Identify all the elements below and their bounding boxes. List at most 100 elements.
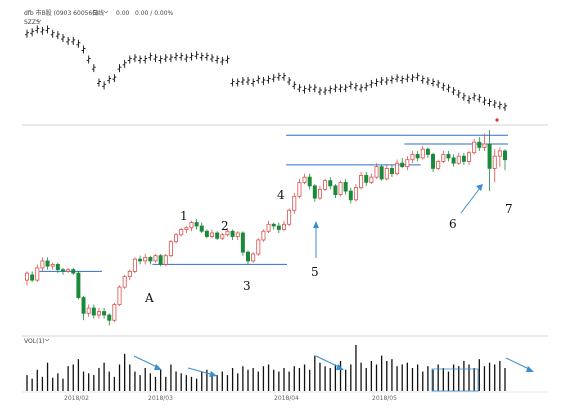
candle xyxy=(225,229,230,237)
index-bar xyxy=(86,55,91,64)
index-bar xyxy=(492,99,497,108)
index-bar xyxy=(102,81,107,90)
candle xyxy=(461,152,466,165)
candle xyxy=(389,164,394,178)
candle xyxy=(132,257,137,274)
candle xyxy=(477,136,482,151)
candle-body xyxy=(302,176,307,183)
index-bar xyxy=(425,77,430,86)
index-bar xyxy=(487,98,492,107)
candle xyxy=(220,232,225,240)
candle-body xyxy=(353,187,358,201)
header-value: 0.00 xyxy=(116,10,130,17)
candle xyxy=(66,267,71,274)
candle xyxy=(153,253,158,263)
candle xyxy=(400,157,405,169)
candle xyxy=(210,229,215,239)
candle-body xyxy=(317,188,322,199)
x-tick-label: 2018/03 xyxy=(148,395,173,402)
candle-body xyxy=(215,232,220,239)
candle-body xyxy=(492,155,497,169)
index-bar xyxy=(230,78,235,87)
candle xyxy=(261,229,266,242)
chart-header: dfb 市B股 (0903 600566) 日线 0.00 0.00 / 0.0… xyxy=(24,9,174,17)
candle xyxy=(307,173,312,190)
candle xyxy=(492,149,497,183)
index-bar xyxy=(107,75,112,84)
candle xyxy=(60,267,65,275)
candle-body xyxy=(25,272,29,281)
index-bar xyxy=(215,55,220,64)
index-bar xyxy=(76,39,81,48)
candle-body xyxy=(220,234,225,239)
candle-body xyxy=(472,141,477,154)
candle xyxy=(312,184,317,202)
index-bar xyxy=(122,59,127,68)
index-bar xyxy=(55,31,60,40)
candle-body xyxy=(307,176,312,187)
candle-body xyxy=(364,174,369,183)
candle-body xyxy=(477,141,482,148)
index-bar xyxy=(127,55,132,64)
index-bar xyxy=(323,87,328,96)
index-bar xyxy=(271,74,276,83)
candle-body xyxy=(271,223,276,227)
chevron-down-icon[interactable] xyxy=(103,10,109,14)
index-bar xyxy=(81,45,86,54)
index-bar xyxy=(497,101,502,110)
index-bar xyxy=(307,84,312,93)
candle-body xyxy=(333,185,338,195)
index-bar xyxy=(210,54,215,63)
candle-body xyxy=(184,227,189,230)
candle-body xyxy=(30,274,35,281)
index-bar xyxy=(343,84,348,93)
candle-body xyxy=(446,154,451,159)
index-bar xyxy=(220,56,225,65)
candle xyxy=(379,164,384,181)
candle xyxy=(127,269,132,281)
candle xyxy=(441,150,446,164)
annotation-2: 2 xyxy=(221,219,229,233)
index-bar xyxy=(117,64,122,73)
candle xyxy=(359,171,364,190)
index-bar xyxy=(338,84,343,93)
candle xyxy=(297,178,302,199)
candle xyxy=(353,184,358,202)
ticker-line: dfb 市B股 (0903 600566) xyxy=(24,9,98,17)
candle xyxy=(446,150,451,162)
candle xyxy=(333,184,338,199)
annotation-6: 6 xyxy=(449,217,457,231)
candle xyxy=(348,187,353,204)
candle xyxy=(251,252,256,263)
candle xyxy=(174,232,179,244)
index-bar xyxy=(148,52,153,61)
index-bar xyxy=(328,85,333,94)
candle-body xyxy=(451,157,456,164)
index-bar xyxy=(389,75,394,84)
candle xyxy=(107,313,112,326)
candle xyxy=(143,253,148,265)
index-bar xyxy=(35,25,40,34)
candle-body xyxy=(71,269,76,274)
candle-body xyxy=(163,255,168,265)
index-bar xyxy=(456,89,461,98)
chevron-down-icon[interactable] xyxy=(44,338,50,342)
index-bar xyxy=(174,52,179,61)
candle xyxy=(179,227,184,237)
candle-body xyxy=(281,223,286,230)
candle xyxy=(246,250,251,265)
candle-body xyxy=(369,176,374,183)
candle-body xyxy=(436,161,441,169)
candle-body xyxy=(168,241,173,257)
candle-body xyxy=(415,154,420,159)
volume-panel: VOL(1) xyxy=(24,338,534,392)
candle-body xyxy=(60,269,65,272)
index-bar xyxy=(472,92,477,101)
candle xyxy=(30,271,35,282)
candle xyxy=(487,130,492,192)
chevron-down-icon[interactable] xyxy=(36,19,42,23)
candle xyxy=(25,271,29,286)
period-selector[interactable]: 日线 xyxy=(92,9,104,17)
candle xyxy=(276,222,281,233)
candle xyxy=(35,264,40,282)
